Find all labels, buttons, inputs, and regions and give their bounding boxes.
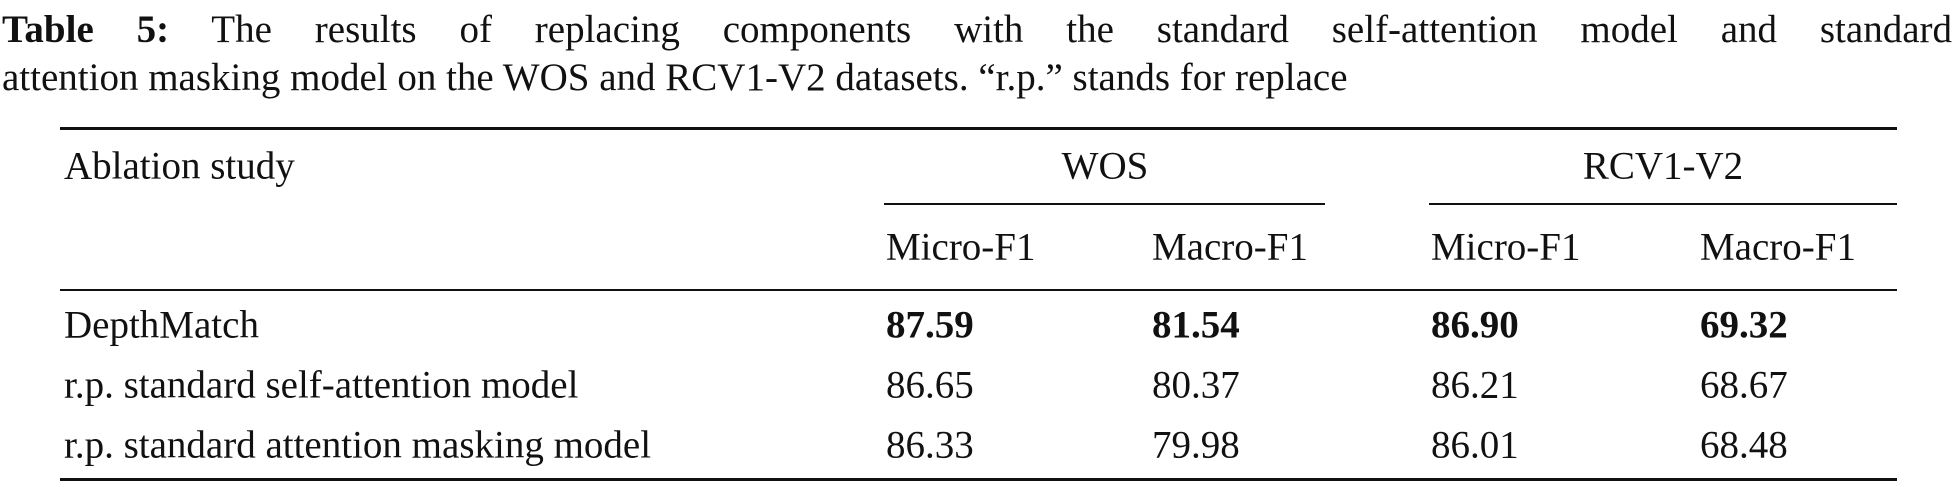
cell: 86.01 [1431,423,1519,467]
caption-text: The results of replacing components with… [211,8,1952,51]
group-rule [884,203,1325,205]
row-label: r.p. standard self-attention model [64,363,579,407]
column-header: Macro-F1 [1152,225,1308,269]
cell: 68.67 [1700,363,1788,407]
cell: 86.90 [1431,303,1519,347]
column-header: Micro-F1 [886,225,1036,269]
caption-line: Table 5: The results of replacing compon… [2,10,1952,49]
cell: 80.37 [1152,363,1240,407]
group-header: RCV1-V2 [1582,144,1744,188]
cell: 86.65 [886,363,974,407]
cell: 86.21 [1431,363,1519,407]
cell: 79.98 [1152,423,1240,467]
cell: 68.48 [1700,423,1788,467]
top-rule [60,127,1897,130]
column-header: Macro-F1 [1700,225,1856,269]
group-header: WOS [1061,144,1149,188]
caption-label: Table 5: [2,8,170,51]
row-header: Ablation study [64,144,295,188]
bottom-rule [60,478,1897,481]
cell: 86.33 [886,423,974,467]
row-label: DepthMatch [64,303,259,347]
column-header: Micro-F1 [1431,225,1581,269]
group-rule [1429,203,1897,205]
caption-line: attention masking model on the WOS and R… [2,56,1348,99]
cell: 69.32 [1700,303,1788,347]
cell: 81.54 [1152,303,1240,347]
row-label: r.p. standard attention masking model [64,423,652,467]
cell: 87.59 [886,303,974,347]
mid-rule [60,289,1897,291]
